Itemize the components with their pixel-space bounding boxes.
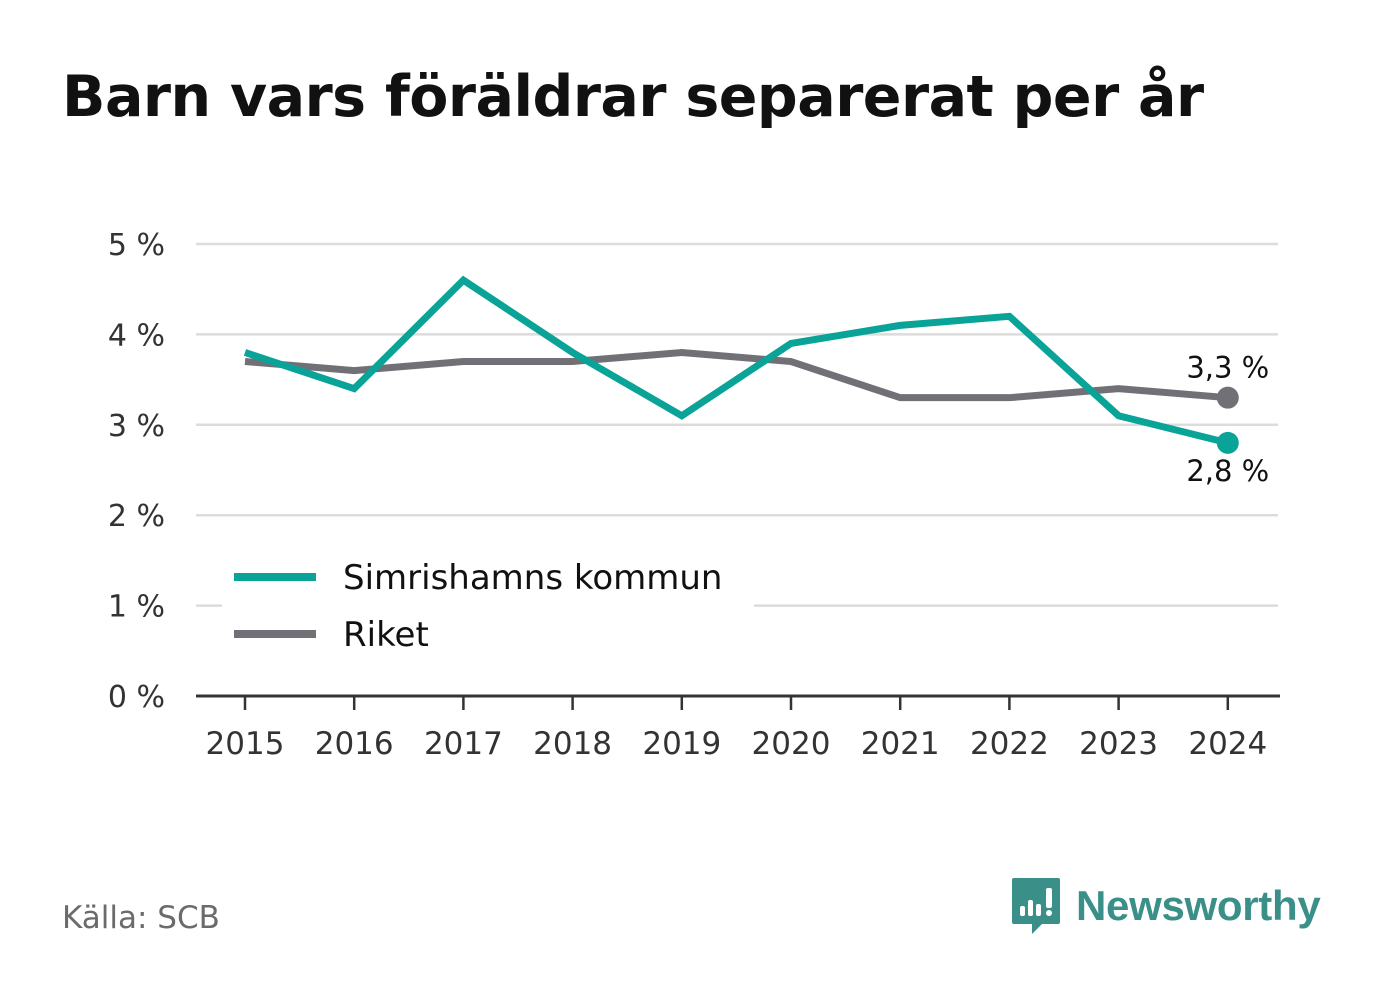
- chart-title: Barn vars föräldrar separerat per år: [62, 64, 1204, 130]
- legend-background: [222, 548, 754, 660]
- y-tick-label: 5 %: [108, 228, 165, 263]
- x-tick-label: 2019: [642, 726, 721, 762]
- source-note: Källa: SCB: [62, 900, 220, 936]
- x-tick-label: 2023: [1079, 726, 1158, 762]
- y-tick-label: 3 %: [108, 409, 165, 444]
- y-axis-ticks: 0 % 1 % 2 % 3 % 4 % 5 %: [108, 228, 165, 715]
- legend-label: Simrishamns kommun: [343, 558, 722, 598]
- series-lines: [243, 275, 1239, 454]
- end-label-riket: 3,3 %: [1186, 351, 1269, 385]
- x-tick-label: 2020: [752, 726, 831, 762]
- x-tick-label: 2024: [1188, 726, 1267, 762]
- end-labels: 3,3 % 2,8 %: [1186, 351, 1269, 488]
- x-tick-label: 2021: [861, 726, 940, 762]
- brand-name: Newsworthy: [1076, 882, 1321, 929]
- x-axis: 2015 2016 2017 2018 2019 2020 2021 2022 2023 2024: [196, 694, 1280, 762]
- newsworthy-logo-icon: [1012, 878, 1060, 934]
- legend: Simrishamns kommun Riket: [222, 548, 754, 660]
- x-tick-label: 2022: [970, 726, 1049, 762]
- x-tick-label: 2017: [424, 726, 503, 762]
- x-tick-label: 2018: [533, 726, 612, 762]
- end-label-kommun: 2,8 %: [1186, 454, 1269, 488]
- x-tick-label: 2015: [206, 726, 285, 762]
- y-tick-label: 1 %: [108, 590, 165, 625]
- y-tick-label: 0 %: [108, 680, 165, 715]
- series-line: [243, 275, 1229, 447]
- y-tick-label: 4 %: [108, 318, 165, 353]
- series-line: [244, 348, 1229, 402]
- legend-label: Riket: [343, 615, 429, 655]
- x-tick-label: 2016: [315, 726, 394, 762]
- y-tick-label: 2 %: [108, 499, 165, 534]
- series-end-point: [1216, 386, 1239, 409]
- brand: Newsworthy: [1010, 876, 1321, 936]
- series-end-point: [1216, 431, 1239, 454]
